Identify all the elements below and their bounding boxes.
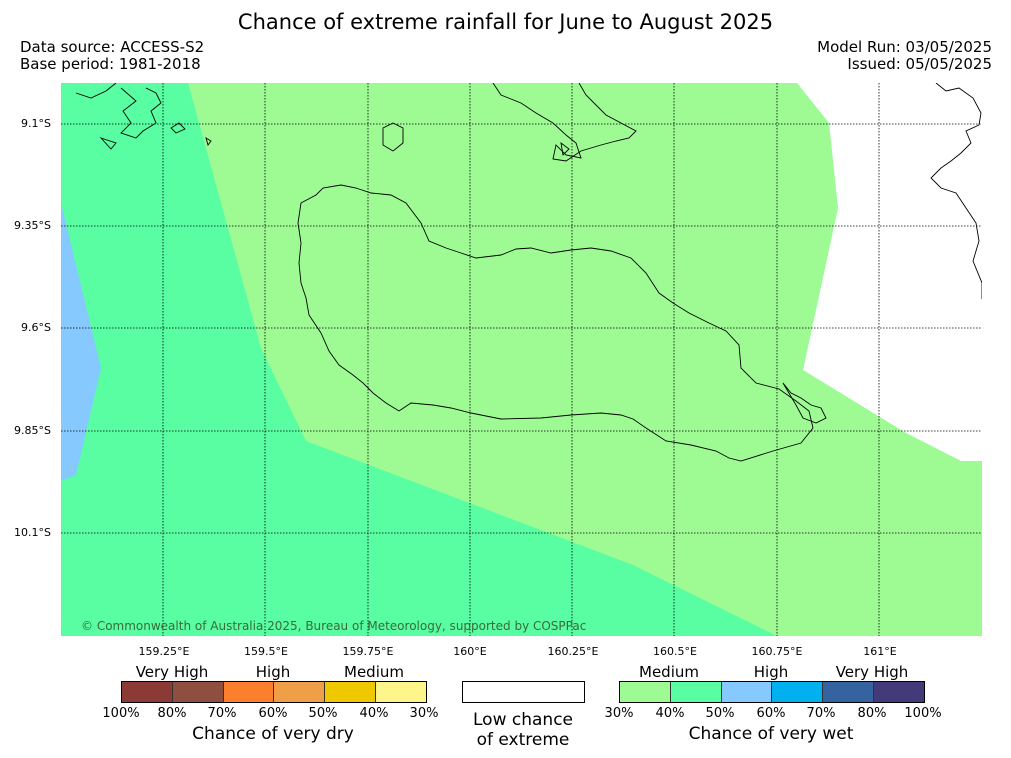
region-30-40	[188, 83, 982, 636]
neutral-swatch	[462, 681, 585, 703]
wet-pct-40: 40%	[655, 706, 685, 721]
lat-label-9-6: 9.6°S	[21, 321, 51, 334]
dry-category-medium: Medium	[344, 663, 404, 681]
dry-swatch-60-50	[274, 682, 326, 702]
lon-label-160-25: 160.25°E	[547, 645, 599, 658]
wet-pct-50: 50%	[705, 706, 735, 721]
wet-category-very-high: Very High	[835, 663, 909, 681]
wet-pct-80: 80%	[857, 706, 887, 721]
meta-right: Model Run: 03/05/2025 Issued: 05/05/2025	[817, 39, 992, 73]
map-title: Chance of extreme rainfall for June to A…	[237, 10, 774, 34]
florida-islands-coast	[492, 83, 637, 162]
meta-left: Data source: ACCESS-S2 Base period: 1981…	[20, 39, 204, 73]
lat-label-10-1: 10.1°S	[14, 526, 51, 539]
wet-legend-caption: Chance of very wet	[688, 724, 854, 744]
wet-swatch-50-60	[721, 682, 773, 702]
rainfall-map	[61, 83, 982, 636]
lon-label-159-75: 159.75°E	[342, 645, 394, 658]
dry-pct-60: 60%	[258, 706, 288, 721]
marau-islands-coast	[782, 382, 827, 424]
neutral-caption-line2: of extreme	[476, 730, 570, 750]
dry-swatch-70-60	[223, 682, 275, 702]
dry-pct-80: 80%	[157, 706, 187, 721]
dry-pct-40: 40%	[359, 706, 389, 721]
savo-island-coast	[382, 122, 404, 152]
guadalcanal-coast	[297, 184, 814, 462]
wet-pct-100: 100%	[904, 706, 942, 721]
data-source-text: Data source: ACCESS-S2	[20, 38, 205, 56]
copyright-text: © Commonwealth of Australia 2025, Bureau…	[81, 619, 587, 633]
dry-pct-50: 50%	[308, 706, 338, 721]
lon-label-159-5: 159.5°E	[244, 645, 288, 658]
neutral-caption-line1: Low chance	[473, 710, 573, 730]
lon-label-160-75: 160.75°E	[751, 645, 803, 658]
base-period-text: Base period: 1981-2018	[20, 55, 201, 73]
dry-pct-30: 30%	[409, 706, 439, 721]
region-50-60	[61, 203, 101, 481]
lon-label-160-5: 160.5°E	[653, 645, 697, 658]
wet-category-medium: Medium	[639, 663, 699, 681]
dry-swatch-40-30	[376, 682, 426, 702]
region-low-chance	[797, 83, 982, 461]
lat-label-9-85: 9.85°S	[14, 424, 51, 437]
wet-swatch-80-100	[874, 682, 924, 702]
malaita-coast	[930, 83, 982, 299]
coastlines	[75, 83, 982, 462]
ngella-islet-coast	[560, 141, 570, 156]
wet-pct-30: 30%	[604, 706, 634, 721]
wet-swatch-40-50	[670, 682, 722, 702]
dry-legend-caption: Chance of very dry	[192, 724, 354, 744]
dry-colorbar	[121, 681, 427, 703]
wet-colorbar	[619, 681, 925, 703]
graticule	[61, 83, 982, 636]
dry-swatch-100-80	[122, 682, 173, 702]
dry-swatch-50-40	[325, 682, 377, 702]
wet-pct-70: 70%	[806, 706, 836, 721]
wet-pct-60: 60%	[756, 706, 786, 721]
lon-label-161: 161°E	[863, 645, 897, 658]
russell-islands-coast	[75, 83, 212, 150]
dry-swatch-80-70	[172, 682, 224, 702]
lon-label-160: 160°E	[453, 645, 487, 658]
dry-category-very-high: Very High	[135, 663, 209, 681]
wet-category-high: High	[753, 663, 789, 681]
dry-pct-100: 100%	[102, 706, 140, 721]
issued-text: Issued: 05/05/2025	[847, 55, 992, 73]
dry-category-high: High	[255, 663, 291, 681]
lon-label-159-25: 159.25°E	[138, 645, 190, 658]
wet-swatch-30-40	[620, 682, 671, 702]
neutral-legend-caption: Low chance of extreme	[443, 710, 603, 750]
lat-label-9-35: 9.35°S	[14, 219, 51, 232]
wet-swatch-60-70	[772, 682, 824, 702]
dry-pct-70: 70%	[207, 706, 237, 721]
lat-label-9-1: 9.1°S	[21, 117, 51, 130]
wet-swatch-70-80	[823, 682, 875, 702]
model-run-text: Model Run: 03/05/2025	[817, 38, 992, 56]
